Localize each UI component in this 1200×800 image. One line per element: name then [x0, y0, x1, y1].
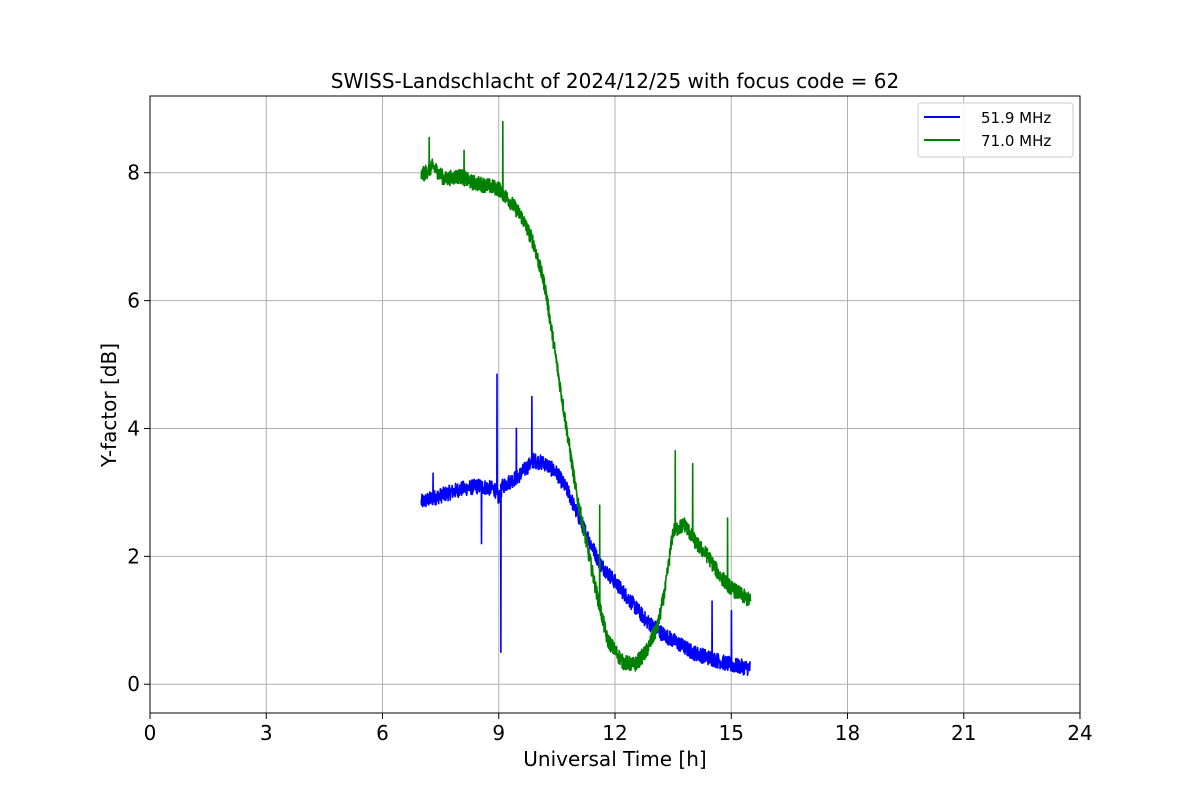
y-tick-label: 4 — [127, 416, 140, 440]
x-tick-label: 6 — [376, 721, 389, 745]
x-axis-label: Universal Time [h] — [523, 747, 706, 771]
y-tick-label: 8 — [127, 161, 140, 185]
y-tick-label: 0 — [127, 672, 140, 696]
x-tick-label: 12 — [602, 721, 627, 745]
grid-lines — [149, 96, 1081, 713]
series-line-51-9-mhz — [420, 373, 752, 676]
x-tick-label: 24 — [1067, 721, 1092, 745]
series-line-71-0-mhz — [420, 120, 752, 672]
legend-label-51-9: 51.9 MHz — [981, 109, 1051, 127]
x-tick-label: 18 — [835, 721, 860, 745]
y-tick-label: 6 — [127, 289, 140, 313]
legend-label-71-0: 71.0 MHz — [981, 132, 1051, 150]
x-tick-label: 0 — [144, 721, 157, 745]
x-tick-label: 21 — [951, 721, 976, 745]
legend: 51.9 MHz 71.0 MHz — [917, 102, 1074, 158]
y-axis-label: Y-factor [dB] — [97, 343, 121, 468]
chart-title: SWISS-Landschlacht of 2024/12/25 with fo… — [331, 69, 899, 93]
x-tick-label: 15 — [719, 721, 744, 745]
y-tick-label: 2 — [127, 544, 140, 568]
x-tick-label: 9 — [492, 721, 505, 745]
series-layer — [420, 120, 752, 676]
x-tick-label: 3 — [260, 721, 273, 745]
